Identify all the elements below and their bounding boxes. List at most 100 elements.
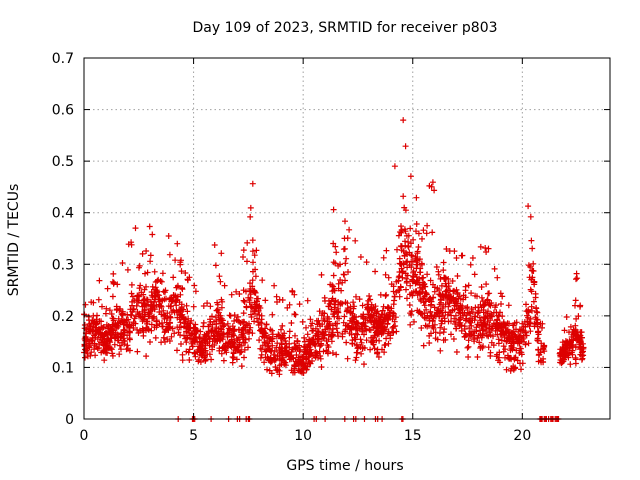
data-point (247, 204, 254, 211)
data-point (367, 317, 374, 324)
data-point (374, 308, 381, 315)
data-point (329, 295, 336, 302)
data-point (119, 318, 126, 325)
data-point (202, 356, 209, 363)
data-point (358, 350, 365, 357)
data-point (244, 239, 251, 246)
data-point (343, 255, 350, 262)
data-point (380, 254, 387, 261)
data-point (188, 340, 195, 347)
data-point (509, 322, 516, 329)
data-point (441, 274, 447, 281)
data-point (236, 339, 243, 346)
data-point (261, 359, 268, 366)
data-point (166, 251, 173, 258)
data-point (527, 315, 534, 322)
data-point (407, 225, 414, 232)
data-point (525, 262, 532, 269)
data-point (325, 336, 332, 343)
data-point (249, 277, 256, 284)
data-point (349, 324, 355, 331)
data-point (109, 352, 116, 359)
data-point (366, 293, 373, 299)
data-point (183, 302, 190, 309)
data-point (410, 273, 417, 280)
data-point (121, 327, 128, 334)
data-point (252, 301, 259, 308)
data-point (224, 320, 231, 327)
data-point (498, 337, 505, 344)
data-point (471, 317, 478, 324)
data-point (219, 331, 226, 338)
data-point (265, 340, 272, 347)
data-point (438, 282, 445, 289)
data-point (384, 330, 391, 337)
data-point (286, 334, 293, 341)
data-point (381, 311, 388, 318)
data-point (453, 255, 460, 261)
y-tick-label: 0.4 (52, 206, 74, 222)
data-point (271, 282, 278, 289)
data-point (317, 355, 324, 362)
data-point (389, 324, 396, 331)
data-point (270, 351, 277, 358)
data-point (276, 362, 283, 369)
data-point (192, 288, 199, 295)
data-point (496, 320, 503, 327)
data-point (95, 296, 102, 303)
data-point (231, 312, 238, 319)
data-point (488, 311, 495, 317)
data-point (559, 349, 566, 356)
data-point (240, 334, 247, 341)
data-point (158, 311, 165, 318)
data-point (328, 306, 335, 313)
data-point (414, 277, 421, 284)
data-point (194, 348, 201, 355)
data-point (247, 280, 253, 287)
data-point (139, 303, 146, 310)
data-point (175, 329, 182, 336)
data-point (437, 275, 444, 282)
data-point (337, 261, 343, 268)
y-tick-label: 0.3 (52, 257, 74, 273)
data-point (229, 354, 236, 360)
data-point (393, 328, 400, 335)
data-point (486, 290, 493, 297)
data-point (529, 245, 536, 252)
data-point (110, 315, 117, 322)
data-point (251, 252, 258, 259)
data-point (272, 364, 279, 370)
data-point (231, 318, 238, 324)
data-point (465, 343, 472, 350)
data-point (255, 322, 262, 328)
data-point (258, 351, 265, 358)
data-point (263, 321, 270, 328)
data-point (565, 347, 571, 354)
data-point (400, 117, 407, 124)
data-point (377, 291, 384, 298)
data-point (422, 289, 429, 296)
data-point (438, 320, 445, 327)
data-point (202, 332, 209, 339)
chart-title: Day 109 of 2023, SRMTID for receiver p80… (192, 20, 497, 36)
data-point (301, 334, 308, 341)
y-tick-label: 0.6 (52, 103, 74, 119)
data-point (450, 336, 457, 342)
data-point (321, 317, 328, 324)
data-point (151, 298, 158, 305)
data-point (247, 324, 254, 331)
data-point (173, 284, 180, 291)
data-point (398, 229, 405, 236)
data-point (514, 357, 521, 364)
data-point (449, 307, 456, 314)
data-point (240, 254, 246, 260)
data-point (474, 354, 481, 360)
data-point (395, 278, 402, 284)
data-point (288, 320, 295, 326)
data-point (335, 280, 342, 287)
data-point (342, 218, 348, 225)
data-point (389, 309, 396, 316)
data-point (485, 333, 492, 340)
data-point (293, 344, 300, 351)
data-point (191, 282, 198, 289)
